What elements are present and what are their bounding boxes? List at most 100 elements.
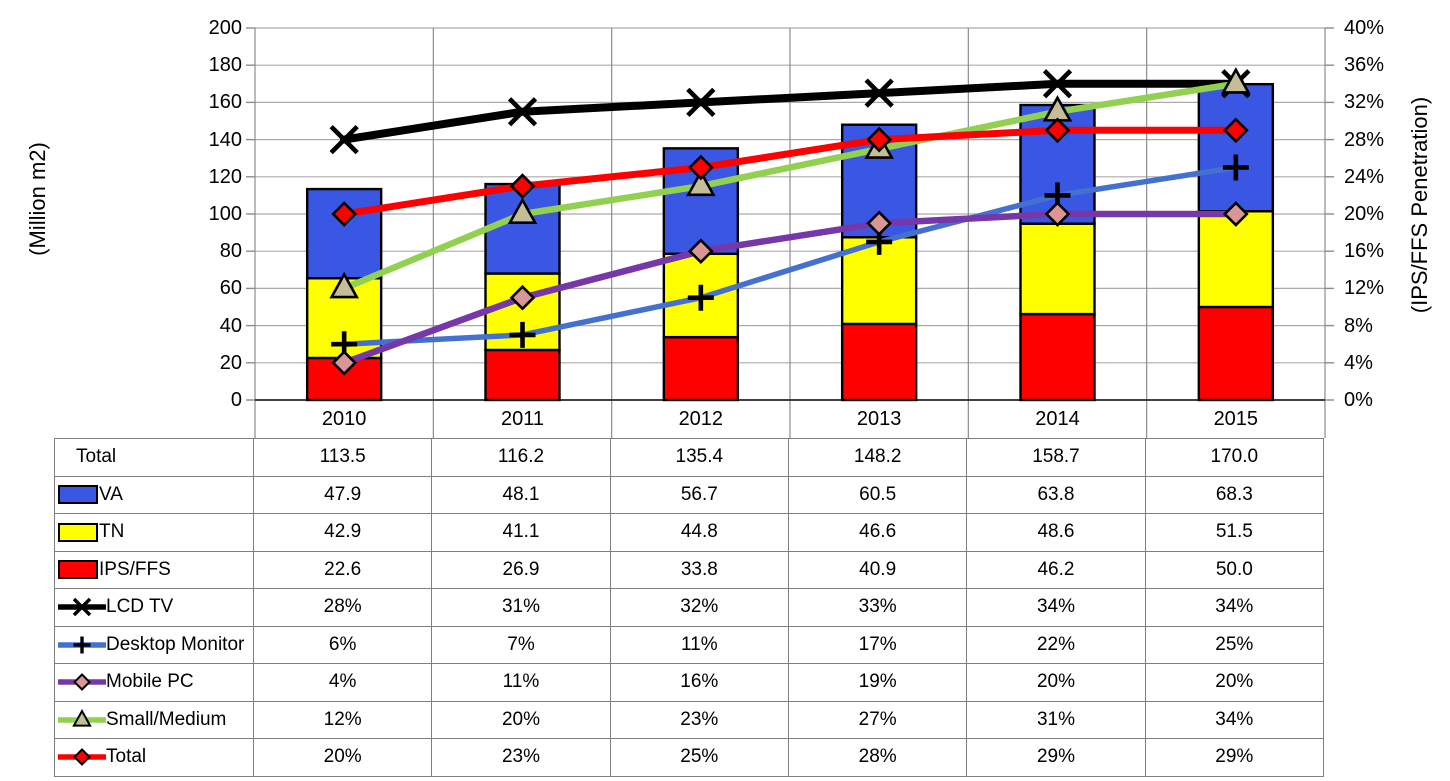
x-axis-category-label: 2015: [1213, 408, 1259, 430]
table-row: Small/Medium 12% 20% 23% 27% 31% 34%: [54, 700, 1324, 739]
legend-line-x-icon: [58, 598, 106, 617]
table-cell: 4%: [252, 663, 433, 702]
table-row: LCD TV 28% 31% 32% 33% 34% 34%: [54, 588, 1324, 627]
table-cell: 34%: [966, 588, 1146, 627]
marker-desktop-monitor-2011: [509, 321, 536, 348]
table-row-label: Desktop Monitor: [54, 625, 254, 664]
left-axis-tick-label: 20: [219, 351, 242, 374]
right-axis-tick-label: 0%: [1344, 389, 1373, 411]
plot-area: [246, 27, 1334, 438]
table-cell: 20%: [966, 663, 1146, 702]
right-axis-tick-label: 16%: [1344, 240, 1385, 263]
marker-total-2010: [331, 201, 358, 227]
data-table: Total 113.5 116.2 135.4 148.2 158.7 170.0 VA 47.…: [54, 438, 1324, 777]
table-cell: 25%: [1144, 625, 1324, 664]
table-cell: 46.6: [787, 513, 968, 552]
table-cell: 22%: [966, 625, 1146, 664]
marker-total-2013: [866, 126, 893, 153]
left-axis-tick-label: 120: [208, 165, 242, 188]
table-row: VA 47.9 48.1 56.7 60.5 63.8 68.3: [54, 475, 1324, 514]
marker-desktop-monitor-2015: [1222, 154, 1249, 181]
table-row: TN 42.9 41.1 44.8 46.6 48.6 51.5: [54, 513, 1324, 552]
line-small-medium: [340, 80, 1240, 292]
series-label: Total: [106, 746, 147, 768]
table-cell: 22.6: [252, 550, 433, 589]
right-axis-tick-label: 12%: [1344, 277, 1385, 300]
table-cell: 25%: [609, 738, 789, 777]
marker-lcd-tv-2011: [507, 97, 538, 127]
marker-mobile-pc-2013: [866, 210, 893, 237]
legend-line-diamond-icon: [58, 673, 106, 692]
table-cell: 148.2: [787, 438, 968, 477]
table-row: Total 20% 23% 25% 28% 29% 29%: [54, 738, 1324, 777]
table-cell: 20%: [252, 738, 433, 777]
table-cell: 23%: [431, 738, 611, 777]
table-row: Total 113.5 116.2 135.4 148.2 158.7 170.0: [54, 438, 1324, 477]
x-axis-category-label: 2014: [1035, 408, 1080, 430]
legend-swatch-icon: [58, 485, 98, 505]
marker-total-2012: [687, 154, 714, 181]
right-axis-tick-label: 8%: [1344, 314, 1373, 337]
table-cell: 31%: [966, 700, 1146, 739]
table-row-label: Small/Medium: [54, 700, 254, 739]
marker-small-medium-2011: [507, 197, 538, 224]
marker-mobile-pc-2012: [687, 238, 714, 265]
bar-segment-va-2015: [1197, 82, 1275, 213]
table-cell: 34%: [1144, 700, 1324, 739]
table-cell: 7%: [431, 625, 611, 664]
left-axis-tick-label: 60: [219, 277, 242, 300]
table-row: Mobile PC 4% 11% 16% 19% 20% 20%: [54, 663, 1324, 702]
table-cell: 46.2: [966, 550, 1146, 589]
series-label: VA: [99, 483, 123, 505]
table-cell: 33%: [787, 588, 968, 627]
table-cell: 28%: [787, 738, 968, 777]
right-axis-tick-label: 32%: [1344, 91, 1385, 114]
table-cell: 47.9: [252, 475, 433, 514]
x-axis-category-label: 2010: [321, 408, 367, 430]
table-cell: 16%: [609, 663, 789, 702]
marker-small-medium-2010: [329, 271, 359, 299]
table-cell: 116.2: [431, 438, 611, 477]
left-axis-tick-label: 100: [208, 203, 242, 225]
marker-mobile-pc-2014: [1044, 201, 1071, 227]
table-cell: 68.3: [1144, 475, 1324, 514]
table-cell: 50.0: [1144, 550, 1324, 589]
table-cell: 19%: [787, 663, 968, 702]
table-cell: 56.7: [609, 475, 789, 514]
line-total: [340, 126, 1240, 218]
marker-small-medium-2015: [1221, 67, 1251, 94]
left-axis-tick-label: 200: [208, 17, 242, 39]
x-axis-category-label: 2012: [678, 408, 724, 430]
left-axis-tick-label: 160: [208, 91, 242, 114]
right-axis-tick-label: 28%: [1344, 128, 1385, 151]
marker-mobile-pc-2015: [1222, 201, 1249, 227]
table-row-label: TN: [54, 513, 254, 552]
marker-mobile-pc-2011: [509, 284, 536, 311]
table-cell: 63.8: [966, 475, 1146, 514]
table-cell: 29%: [966, 738, 1146, 777]
bar-segment-ips-ffs-2013: [840, 322, 918, 402]
right-axis-tick-label: 36%: [1344, 54, 1385, 77]
table-cell: 23%: [609, 700, 789, 739]
series-label: LCD TV: [106, 596, 174, 618]
series-label: Desktop Monitor: [106, 633, 245, 655]
left-axis-title: (Million m2): [25, 142, 50, 256]
marker-lcd-tv-2014: [1042, 69, 1073, 99]
table-cell: 48.1: [431, 475, 611, 514]
table-row: IPS/FFS 22.6 26.9 33.8 40.9 46.2 50.0: [54, 550, 1324, 589]
table-cell: 26.9: [431, 550, 611, 589]
line-desktop-monitor: [341, 164, 1239, 347]
right-axis-tick-label: 4%: [1344, 351, 1373, 374]
line-lcd-tv: [340, 79, 1240, 144]
bar-segment-tn-2014: [1019, 222, 1096, 316]
table-row-label: LCD TV: [54, 588, 254, 627]
table-cell: 31%: [431, 588, 611, 627]
left-axis-tick-label: 0: [230, 389, 242, 411]
x-axis-category-label: 2013: [856, 408, 902, 430]
marker-lcd-tv-2012: [686, 87, 716, 118]
table-cell: 60.5: [787, 475, 968, 514]
left-axis-tick-label: 80: [219, 240, 242, 263]
marker-desktop-monitor-2012: [687, 284, 714, 311]
table-cell: 158.7: [966, 438, 1146, 477]
